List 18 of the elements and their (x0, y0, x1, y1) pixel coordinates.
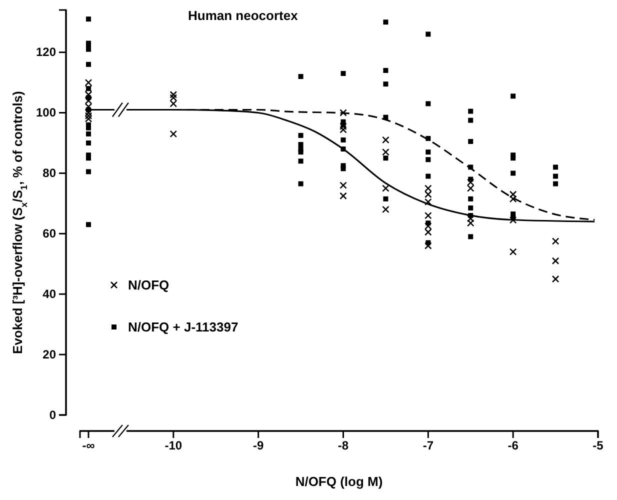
y-tick-label: 120 (36, 45, 56, 60)
x-tick-label: -6 (508, 438, 519, 453)
x-tick-label: -9 (252, 438, 264, 453)
y-tick-label: 100 (36, 106, 56, 120)
legend-label: N/OFQ + J-113397 (128, 320, 238, 335)
chart-title: Human neocortex (188, 8, 299, 23)
x-tick-label: -10 (164, 438, 182, 453)
y-tick-label: 40 (42, 286, 56, 301)
x-tick-label: -8 (338, 438, 349, 453)
x-tick-label: -∞ (82, 438, 96, 453)
y-tick-label: 0 (49, 408, 56, 422)
y-tick-label: 80 (42, 166, 56, 180)
x-axis-title: N/OFQ (log M) (295, 474, 383, 489)
y-tick-label: 60 (42, 226, 56, 240)
legend-label: N/OFQ (128, 278, 170, 293)
x-tick-label: -5 (592, 438, 604, 453)
y-tick-label: 20 (42, 347, 56, 362)
x-tick-label: -7 (422, 438, 434, 453)
